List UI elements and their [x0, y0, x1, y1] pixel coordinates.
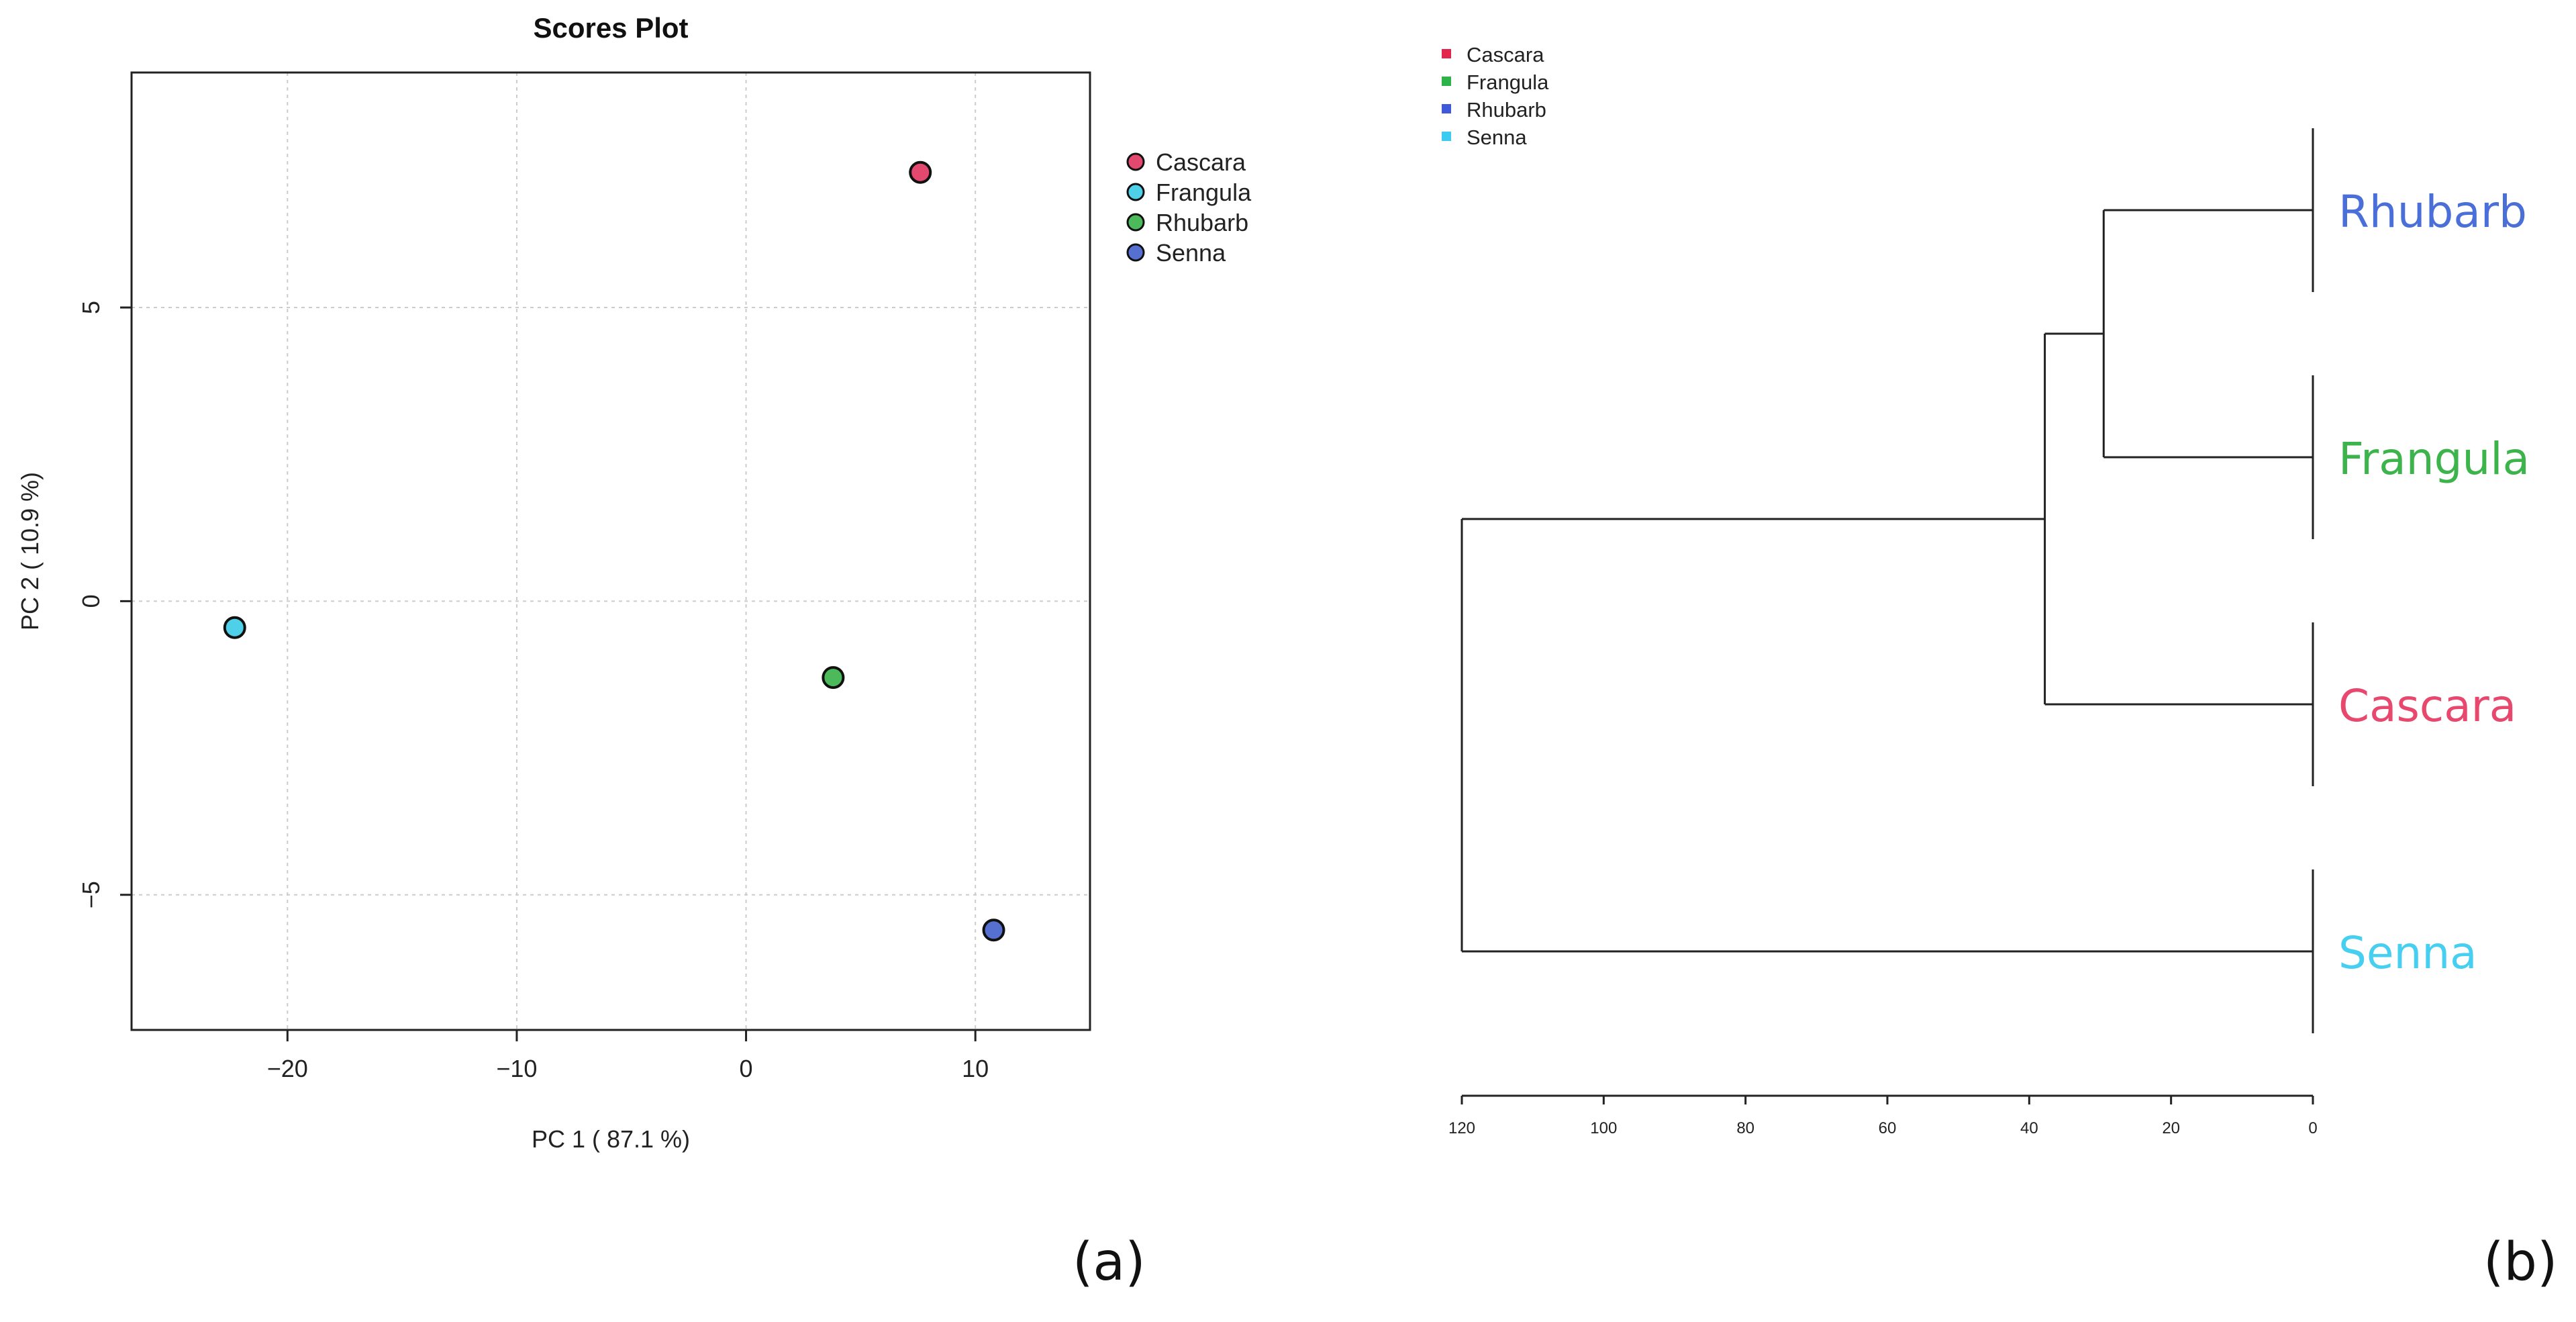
- scatter-title: Scores Plot: [533, 12, 688, 44]
- point-rhubarb: [822, 666, 845, 690]
- scatter-y-axis-label: PC 2 ( 10.9 %): [16, 472, 44, 630]
- dendrogram-legend-swatch-senna: [1442, 132, 1451, 141]
- dendrogram-axis-tick-label: 0: [2308, 1119, 2317, 1137]
- dendrogram-axis-tick-label: 100: [1590, 1119, 1617, 1137]
- x-tick-label: 0: [740, 1055, 753, 1082]
- point-senna: [982, 918, 1005, 942]
- point-cascara: [909, 160, 932, 184]
- scatter-points: [223, 160, 1005, 942]
- dendrogram-links: [1460, 128, 2314, 1033]
- scatter-legend: Cascara Frangula Rhubarb Senna: [1126, 148, 1252, 267]
- dendrogram-leaf-labels: Rhubarb Frangula Cascara Senna: [2338, 186, 2530, 979]
- dendrogram-legend-swatch-cascara: [1442, 49, 1451, 58]
- y-tick-label: 0: [77, 594, 105, 608]
- dendrogram-legend-label: Rhubarb: [1467, 98, 1546, 122]
- dendrogram-legend: Cascara Frangula Rhubarb Senna: [1442, 43, 1549, 149]
- legend-label: Rhubarb: [1156, 209, 1248, 236]
- panel-label-a: (a): [1073, 1232, 1146, 1292]
- dendrogram-axis-tick-label: 40: [2020, 1119, 2038, 1137]
- point-frangula: [223, 616, 246, 639]
- dendrogram-legend-swatch-rhubarb: [1442, 104, 1451, 113]
- x-tick-label: 10: [962, 1055, 989, 1082]
- dendrogram-axis-tick-label: 80: [1736, 1119, 1754, 1137]
- x-tick-label: −10: [496, 1055, 537, 1082]
- legend-label: Frangula: [1156, 179, 1252, 206]
- y-tick-label: −5: [77, 881, 105, 908]
- dendrogram-legend-label: Cascara: [1467, 43, 1544, 66]
- scatter-x-axis: −20 −10 0 10: [267, 1029, 989, 1082]
- legend-marker-cascara: [1126, 152, 1145, 171]
- x-tick-label: −20: [267, 1055, 308, 1082]
- scatter-grid: [132, 73, 1090, 1030]
- dendrogram-legend-label: Frangula: [1467, 70, 1549, 94]
- dendrogram-axis-tick-label: 60: [1879, 1119, 1897, 1137]
- scatter-y-axis: −5 0 5: [77, 301, 133, 908]
- panel-label-b: (b): [2483, 1232, 2558, 1292]
- legend-label: Senna: [1156, 239, 1226, 267]
- y-tick-label: 5: [77, 301, 105, 314]
- legend-label: Cascara: [1156, 148, 1246, 176]
- dendrogram-axis-tick-label: 20: [2162, 1119, 2180, 1137]
- scores-plot: Scores Plot −20 −10 0 10 −5 0 5 PC 1 ( 87.1 %…: [16, 12, 1252, 1153]
- leaf-label-frangula: Frangula: [2338, 433, 2530, 485]
- dendrogram-axis-tick-label: 120: [1448, 1119, 1475, 1137]
- dendrogram-legend-swatch-frangula: [1442, 77, 1451, 86]
- dendrogram-legend-label: Senna: [1467, 126, 1527, 149]
- legend-marker-rhubarb: [1126, 213, 1145, 232]
- legend-marker-senna: [1126, 243, 1145, 262]
- leaf-label-rhubarb: Rhubarb: [2338, 186, 2527, 238]
- leaf-label-senna: Senna: [2338, 927, 2477, 979]
- legend-marker-frangula: [1126, 183, 1145, 201]
- scatter-plot-frame: [130, 71, 1091, 1031]
- scatter-x-axis-label: PC 1 ( 87.1 %): [532, 1125, 690, 1153]
- dendrogram-x-axis: 120 100 80 60 40 20 0: [1448, 1094, 2318, 1137]
- leaf-label-cascara: Cascara: [2338, 680, 2516, 732]
- dendrogram: Cascara Frangula Rhubarb Senna Rhubarb Frang…: [1442, 43, 2530, 1137]
